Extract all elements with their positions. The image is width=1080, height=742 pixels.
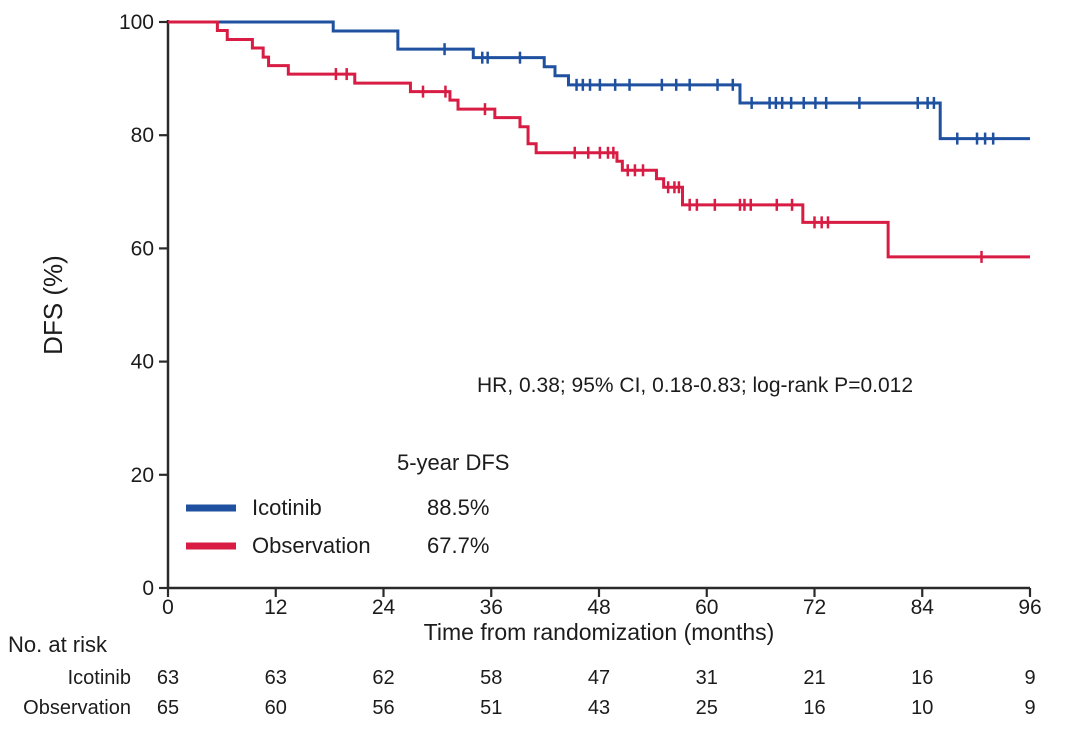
risk-count: 65 (157, 697, 179, 719)
x-tick-label: 60 (695, 596, 718, 619)
y-tick-label: 100 (119, 11, 154, 34)
x-tick-label: 12 (264, 596, 287, 619)
risk-counts: 63 63 62 58 47 31 21 16 9 65 60 56 51 43 25 16 10 9 (157, 667, 1036, 719)
x-tick-label: 96 (1018, 596, 1041, 619)
risk-table-title: No. at risk (8, 632, 108, 657)
risk-count: 31 (696, 667, 718, 689)
observation-curve (168, 20, 1030, 259)
risk-count: 63 (265, 667, 287, 689)
risk-count: 47 (588, 667, 610, 689)
survival-curves (168, 20, 1030, 263)
x-tick-label: 24 (372, 596, 396, 619)
hr-annotation: HR, 0.38; 95% CI, 0.18-0.83; log-rank P=… (477, 374, 913, 397)
risk-count: 16 (803, 697, 825, 719)
risk-count: 21 (803, 667, 825, 689)
y-tick-label: 0 (142, 577, 154, 600)
y-tick-label: 60 (131, 237, 154, 260)
risk-count: 51 (480, 697, 502, 719)
risk-count: 16 (911, 667, 933, 689)
legend-value-icotinib: 88.5% (427, 495, 489, 520)
y-tick-label: 20 (131, 464, 154, 487)
legend-value-observation: 67.7% (427, 533, 489, 558)
x-tick-label: 36 (480, 596, 503, 619)
y-tick-label: 80 (131, 124, 154, 147)
x-tick-label: 84 (911, 596, 935, 619)
x-axis-ticks: 0 12 24 36 48 60 72 84 96 (162, 588, 1042, 619)
legend-label-observation: Observation (252, 533, 371, 558)
x-tick-label: 72 (803, 596, 826, 619)
y-axis-title: DFS (%) (38, 255, 68, 355)
x-tick-label: 48 (587, 596, 610, 619)
y-axis-ticks: 100 80 60 40 20 0 (119, 11, 168, 600)
icotinib-curve (168, 20, 1030, 141)
risk-count: 10 (911, 697, 933, 719)
y-tick-label: 40 (131, 351, 154, 374)
risk-row-label-icotinib: Icotinib (68, 667, 131, 689)
risk-count: 9 (1024, 697, 1035, 719)
legend: 5-year DFS Icotinib 88.5% Observation 67… (186, 450, 509, 558)
risk-count: 25 (696, 697, 718, 719)
x-tick-label: 0 (162, 596, 174, 619)
risk-count: 9 (1024, 667, 1035, 689)
risk-table: No. at risk Icotinib Observation 63 63 62 5… (8, 632, 1036, 719)
risk-count: 60 (265, 697, 287, 719)
legend-label-icotinib: Icotinib (252, 495, 322, 520)
risk-count: 62 (372, 667, 394, 689)
risk-row-label-observation: Observation (23, 697, 131, 719)
legend-header: 5-year DFS (397, 450, 509, 475)
risk-count: 58 (480, 667, 502, 689)
risk-count: 63 (157, 667, 179, 689)
x-axis-title: Time from randomization (months) (424, 619, 775, 645)
risk-count: 56 (372, 697, 394, 719)
risk-count: 43 (588, 697, 610, 719)
